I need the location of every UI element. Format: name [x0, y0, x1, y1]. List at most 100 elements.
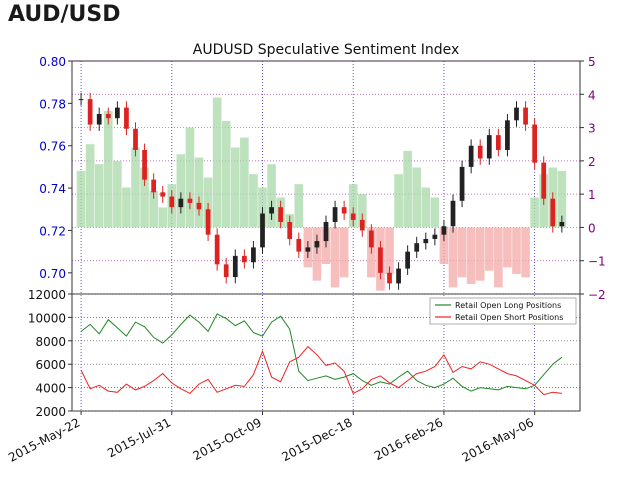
short-positions-line [80, 345, 562, 396]
ssi-bar [203, 177, 213, 228]
ssi-bar [176, 154, 186, 228]
ssi-bar [94, 164, 104, 228]
candle-body [341, 207, 347, 214]
ssi-bar [466, 227, 476, 285]
candle-body [142, 149, 147, 180]
right-tick-label: 1 [588, 188, 596, 202]
candle-body [559, 221, 565, 227]
right-tick-label: 0 [588, 221, 596, 235]
legend: Retail Open Long Positions Retail Open S… [429, 297, 577, 325]
candle-body [314, 241, 320, 248]
candle-body [414, 243, 420, 252]
right-tick-label: 2 [588, 155, 596, 169]
candle-body [532, 124, 538, 163]
ssi-bar [494, 227, 503, 288]
candle-body [287, 221, 293, 239]
candle-body [450, 200, 456, 227]
ssi-bar [412, 167, 422, 228]
chart-title: AUDUSD Speculative Sentiment Index [193, 42, 459, 58]
candle-body [269, 207, 274, 214]
ssi-bar [103, 110, 113, 228]
right-tick-label: −2 [588, 288, 606, 302]
ssi-bar [530, 197, 539, 228]
candle-body [523, 107, 528, 125]
left-tick-label: 0.80 [39, 55, 66, 69]
ssi-bar [330, 227, 340, 288]
candle-body [296, 238, 302, 252]
ssi-bar [512, 227, 521, 275]
candle-body [251, 247, 256, 263]
positions-tick-label: 2000 [35, 405, 66, 419]
ssi-bar [212, 97, 222, 228]
candle-body [196, 202, 202, 210]
ssi-bar [294, 184, 304, 228]
ssi-bar [267, 164, 276, 228]
x-tick-label: 2015-May-22 [6, 415, 82, 464]
candle-body [214, 234, 220, 265]
candle-body [505, 120, 510, 150]
candle-body [550, 198, 556, 227]
positions-lines [80, 313, 563, 396]
candle-body [114, 107, 120, 119]
ssi-bar [140, 167, 149, 228]
ssi-bar [348, 184, 358, 228]
positions-tick-label: 8000 [35, 335, 66, 349]
right-tick-label: 5 [588, 55, 596, 69]
candle-body [350, 213, 356, 220]
right-tick-label: 3 [588, 122, 596, 136]
positions-panel-frame [71, 293, 581, 412]
ssi-bar [312, 227, 322, 281]
ssi-bar [475, 227, 485, 281]
ssi-bar [249, 174, 258, 228]
ssi-bar [221, 120, 231, 228]
candle-body [423, 238, 429, 244]
candle-body [459, 166, 465, 201]
left-axis: 0.70 0.72 0.74 0.76 0.78 0.80 [39, 55, 72, 281]
candle-body [169, 196, 175, 208]
left-tick-label: 0.74 [39, 182, 66, 196]
ssi-bar [339, 227, 349, 278]
candle-body [96, 113, 102, 125]
candle-body [514, 107, 519, 121]
candle-body [368, 230, 374, 248]
candle-body [541, 162, 547, 199]
candle-body [87, 99, 93, 125]
candle-body [223, 264, 229, 278]
candle-body [205, 209, 211, 235]
long-positions-line [80, 313, 563, 392]
ssi-bar [185, 127, 195, 228]
legend-short-label: Retail Open Short Positions [455, 313, 563, 322]
candle-body [305, 247, 311, 252]
candle-body [359, 219, 365, 231]
ssi-bar [230, 147, 240, 228]
ssi-bar [113, 160, 122, 228]
ssi-bar [158, 207, 168, 228]
left-tick-label: 0.78 [39, 97, 66, 111]
candle-body [387, 272, 392, 284]
candle-body [486, 135, 492, 159]
x-axis: 2015-May-22 2015-Jul-31 2015-Oct-09 2015-De… [6, 411, 536, 465]
candle-body [105, 113, 111, 119]
x-tick-label: 2015-Oct-09 [191, 415, 264, 463]
ssi-bar [484, 227, 494, 271]
ssi-bar [394, 174, 403, 228]
left-tick-label: 0.76 [39, 140, 66, 154]
candle-body [241, 255, 247, 263]
ssi-bar [85, 144, 95, 228]
candle-body [468, 145, 474, 167]
candle-body [278, 207, 284, 222]
candle-body [477, 145, 483, 159]
legend-long-label: Retail Open Long Positions [455, 301, 561, 310]
candle-body [378, 247, 383, 273]
positions-tick-label: 6000 [35, 358, 66, 372]
ssi-bar [448, 227, 458, 288]
ssi-bar [149, 190, 158, 228]
page-title: AUD/USD [8, 2, 121, 27]
ssi-bar [430, 197, 440, 228]
candle-body [432, 234, 438, 239]
x-tick-label: 2015-Jul-31 [105, 415, 173, 460]
x-tick-label: 2016-May-06 [460, 415, 536, 464]
left-tick-label: 0.70 [39, 267, 66, 281]
positions-axis: 2000 4000 6000 8000 10000 12000 [28, 288, 72, 419]
